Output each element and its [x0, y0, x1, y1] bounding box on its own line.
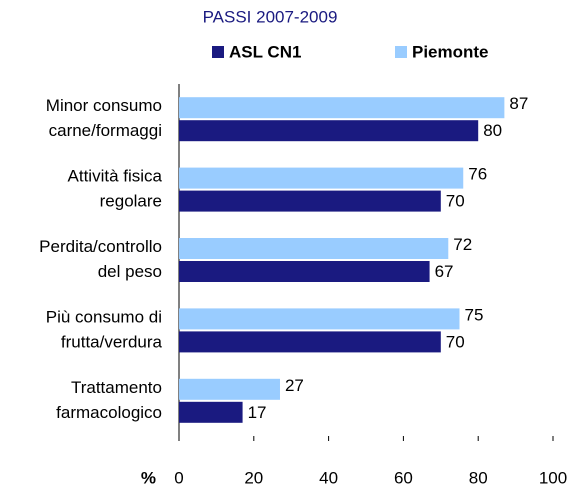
- value-label: 87: [509, 94, 528, 113]
- value-label: 75: [465, 305, 484, 324]
- value-label: 27: [285, 376, 304, 395]
- chart-subtitle: PASSI 2007-2009: [203, 7, 338, 26]
- bar: [179, 401, 243, 423]
- x-tick-label: 60: [394, 468, 413, 487]
- y-tick-label: Più consumo di: [46, 307, 162, 326]
- y-tick-label: farmacologico: [56, 403, 162, 422]
- bar: [179, 261, 430, 282]
- x-tick-label: 40: [319, 468, 338, 487]
- bar: [179, 167, 464, 189]
- bar: [179, 331, 441, 353]
- x-axis-label: %: [141, 468, 156, 487]
- value-label: 76: [468, 165, 487, 184]
- y-tick-label: del peso: [98, 262, 162, 281]
- y-tick-label: carne/formaggi: [49, 121, 162, 140]
- value-label: 70: [446, 332, 465, 351]
- bar: [179, 120, 479, 142]
- y-tick-label: Attività fisica: [68, 167, 163, 186]
- x-tick-label: 20: [244, 468, 263, 487]
- legend-label: Piemonte: [412, 42, 489, 61]
- x-tick-label: 100: [539, 468, 567, 487]
- value-label: 80: [483, 121, 502, 140]
- bar: [179, 378, 280, 400]
- y-tick-label: Perdita/controllo: [39, 237, 162, 256]
- bar: [179, 97, 505, 119]
- legend-swatch: [212, 46, 224, 58]
- y-tick-label: Trattamento: [71, 378, 162, 397]
- bar: [179, 190, 441, 212]
- x-tick-label: 80: [469, 468, 488, 487]
- legend-label: ASL CN1: [229, 42, 301, 61]
- value-label: 70: [446, 192, 465, 211]
- bar: [179, 238, 449, 259]
- y-tick-label: Minor consumo: [46, 96, 162, 115]
- y-tick-label: regolare: [100, 192, 162, 211]
- bar: [179, 308, 460, 330]
- value-label: 17: [248, 403, 267, 422]
- x-tick-label: 0: [174, 468, 183, 487]
- value-label: 72: [453, 235, 472, 254]
- legend-swatch: [395, 46, 407, 58]
- value-label: 67: [435, 262, 454, 281]
- y-tick-label: frutta/verdura: [61, 332, 163, 351]
